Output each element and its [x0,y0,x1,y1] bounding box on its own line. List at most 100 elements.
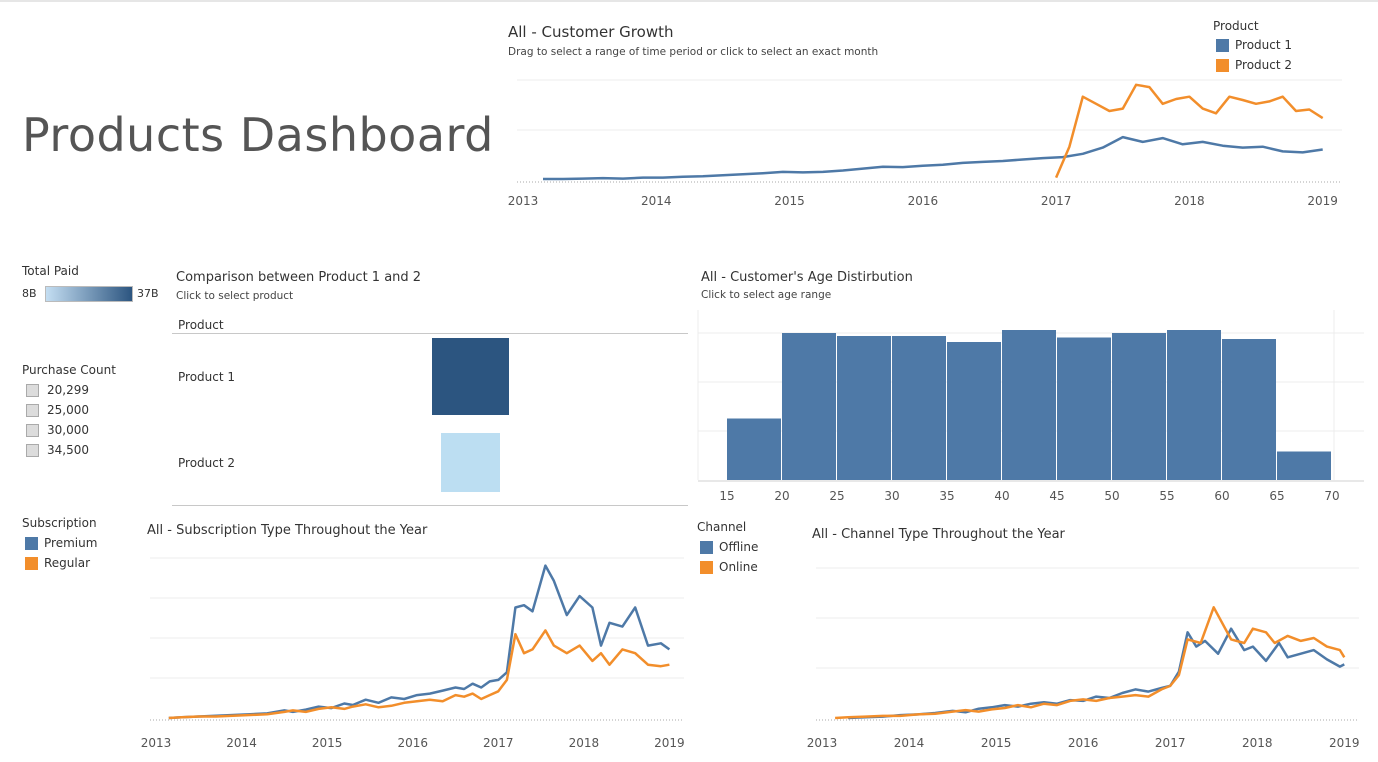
total-paid-gradient [45,286,133,302]
x-tick-label: 2013 [807,736,838,750]
age-bar[interactable] [837,336,891,480]
x-tick-label: 2015 [981,736,1012,750]
legend-swatch [1216,58,1229,72]
x-tick-label: 2014 [641,194,672,208]
legend-swatch [700,560,713,574]
size-square [26,383,39,397]
purchase-count-item: 25,000 [26,403,89,417]
growth-chart-title: All - Customer Growth [508,23,674,41]
legend-item-regular[interactable]: Regular [25,556,90,570]
age-bar[interactable] [947,342,1001,480]
x-tick-label: 2013 [508,194,539,208]
x-tick-label: 40 [994,489,1009,503]
comparison-row-label[interactable]: Product 1 [178,370,236,384]
customer-growth-chart[interactable]: 2013 2014 2015 2016 2017 2018 2019 [500,70,1370,220]
x-tick-label: 2019 [1307,194,1338,208]
x-tick-label: 25 [829,489,844,503]
comparison-title: Comparison between Product 1 and 2 [176,270,422,285]
x-tick-label: 2016 [908,194,939,208]
purchase-count-title: Purchase Count [22,363,116,377]
product-2-mark[interactable] [441,433,500,492]
purchase-count-item: 34,500 [26,443,89,457]
x-tick-label: 2018 [569,736,600,750]
age-bar[interactable] [892,336,946,480]
x-tick-label: 2017 [1041,194,1072,208]
legend-swatch [700,540,713,554]
legend-label: Online [719,560,758,574]
x-tick-label: 70 [1324,489,1339,503]
comparison-header-divider [172,333,688,334]
purchase-count-label: 34,500 [47,443,89,457]
age-chart-subtitle: Click to select age range [701,289,832,301]
series-line-product-2 [1054,83,1324,179]
x-tick-label: 2015 [774,194,805,208]
comparison-row-label[interactable]: Product 2 [178,456,236,470]
x-tick-label: 2014 [894,736,925,750]
legend-label: Offline [719,540,759,554]
legend-swatch [1216,38,1229,52]
top-border [0,0,1378,2]
x-tick-label: 30 [884,489,899,503]
total-paid-min: 8B [22,287,37,300]
age-bar[interactable] [1277,451,1331,481]
legend-swatch [25,556,38,570]
series-line-offline [848,627,1345,720]
age-bar[interactable] [782,333,836,480]
subscription-legend-title: Subscription [22,516,97,530]
x-tick-label: 50 [1104,489,1119,503]
comparison-subtitle: Click to select product [176,290,294,302]
purchase-count-item: 20,299 [26,383,89,397]
legend-item-offline[interactable]: Offline [700,540,758,554]
x-tick-label: 2018 [1242,736,1273,750]
x-tick-label: 15 [719,489,734,503]
age-bar[interactable] [1112,333,1166,480]
size-square [26,443,39,457]
x-tick-label: 45 [1049,489,1064,503]
legend-swatch [25,536,38,550]
legend-item-premium[interactable]: Premium [25,536,97,550]
dashboard-title: Products Dashboard [22,108,494,162]
age-bar[interactable] [1002,330,1056,480]
series-line-regular [168,629,670,720]
age-bar[interactable] [1057,337,1111,481]
subscription-chart-title: All - Subscription Type Throughout the Y… [147,523,428,538]
legend-item-product-2[interactable]: Product 2 [1216,58,1292,72]
total-paid-title: Total Paid [22,264,79,278]
x-tick-label: 2019 [654,736,685,750]
x-tick-label: 2019 [1329,736,1360,750]
age-bar[interactable] [1167,330,1221,480]
x-tick-label: 20 [774,489,789,503]
series-line-premium [168,564,671,720]
x-tick-label: 55 [1159,489,1174,503]
growth-chart-subtitle: Drag to select a range of time period or… [508,46,879,58]
legend-label: Product 2 [1235,58,1293,72]
comparison-header: Product [178,318,224,332]
age-bar[interactable] [727,418,781,481]
series-line-product-1 [543,135,1323,181]
size-square [26,403,39,417]
channel-legend-title: Channel [697,520,747,534]
legend-label: Regular [44,556,91,570]
subscription-chart[interactable]: 2013 2014 2015 2016 2017 2018 2019 [138,545,698,755]
age-distribution-chart[interactable]: 15 20 25 30 35 40 45 50 55 60 65 70 [690,305,1370,510]
x-tick-label: 65 [1269,489,1284,503]
x-tick-label: 2017 [1155,736,1186,750]
purchase-count-label: 30,000 [47,423,89,437]
purchase-count-item: 30,000 [26,423,89,437]
channel-chart[interactable]: 2013 2014 2015 2016 2017 2018 2019 [800,545,1370,755]
age-chart-title: All - Customer's Age Distirbution [701,270,913,285]
legend-item-online[interactable]: Online [700,560,758,574]
channel-chart-title: All - Channel Type Throughout the Year [812,527,1065,542]
legend-item-product-1[interactable]: Product 1 [1216,38,1292,52]
purchase-count-label: 20,299 [47,383,89,397]
x-tick-label: 60 [1214,489,1229,503]
x-tick-label: 35 [939,489,954,503]
product-1-mark[interactable] [432,338,509,415]
legend-label: Product 1 [1235,38,1293,52]
age-bar[interactable] [1222,339,1276,480]
purchase-count-label: 25,000 [47,403,89,417]
x-tick-label: 2016 [397,736,428,750]
legend-label: Premium [44,536,98,550]
comparison-bottom-divider [172,505,688,506]
x-tick-label: 2017 [483,736,514,750]
